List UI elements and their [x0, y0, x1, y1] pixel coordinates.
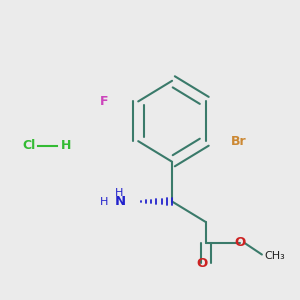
Text: N: N — [115, 195, 126, 208]
Text: Cl: Cl — [23, 139, 36, 152]
Text: CH₃: CH₃ — [265, 251, 286, 261]
Text: F: F — [100, 95, 109, 108]
Text: H: H — [100, 196, 109, 206]
Text: H: H — [61, 139, 71, 152]
Text: H: H — [115, 188, 123, 198]
Text: Br: Br — [231, 135, 247, 148]
Text: O: O — [234, 236, 245, 249]
Text: O: O — [196, 257, 207, 270]
